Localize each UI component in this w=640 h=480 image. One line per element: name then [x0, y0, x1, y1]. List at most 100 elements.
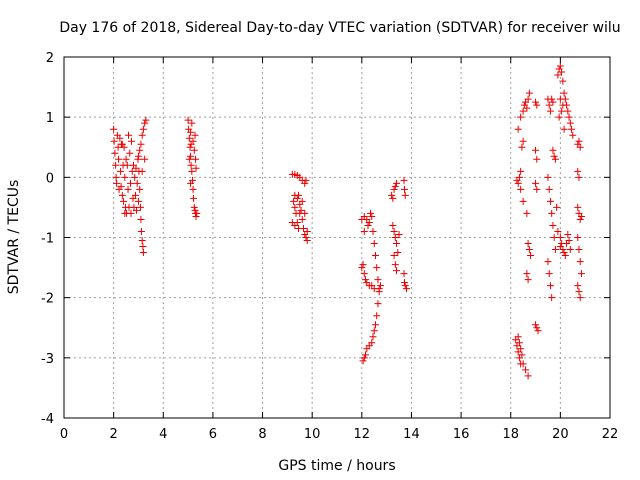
data-point [391, 234, 399, 241]
data-point [301, 179, 309, 187]
data-point [137, 215, 145, 223]
data-point [137, 140, 145, 148]
data-point [190, 203, 198, 211]
data-point [192, 155, 200, 163]
data-point [302, 234, 310, 241]
data-point [523, 209, 531, 217]
data-point [575, 246, 583, 254]
data-point [517, 113, 525, 121]
grid [64, 57, 610, 418]
data-point [549, 146, 557, 154]
data-point [122, 155, 130, 163]
data-point [190, 146, 198, 154]
data-point [558, 107, 566, 115]
data-point [574, 167, 582, 175]
data-point [523, 104, 531, 112]
data-point [116, 134, 124, 142]
data-point [515, 339, 523, 347]
data-point [549, 98, 557, 106]
data-point [524, 372, 532, 380]
data-point [188, 119, 196, 127]
x-tick-label: 2 [109, 427, 117, 442]
data-point [393, 179, 401, 187]
data-point [533, 155, 541, 163]
data-point [374, 300, 382, 308]
data-point [524, 95, 532, 103]
x-tick-label: 16 [453, 427, 470, 442]
data-point [388, 191, 396, 199]
data-point [532, 146, 540, 154]
x-tick-label: 8 [258, 427, 266, 442]
data-point [371, 321, 379, 329]
y-tick-label: -4 [41, 412, 54, 427]
data-point [534, 327, 542, 335]
data-point [191, 131, 199, 139]
data-point [559, 77, 567, 85]
data-point [370, 285, 378, 293]
data-point [296, 209, 304, 217]
data-point [401, 191, 409, 199]
data-point [126, 149, 134, 157]
data-point [369, 227, 377, 235]
data-point [142, 116, 150, 124]
data-point [123, 161, 131, 169]
data-point [568, 125, 576, 133]
data-point [519, 137, 527, 145]
data-point [368, 212, 376, 220]
data-point [545, 101, 553, 109]
data-point [391, 261, 399, 269]
data-point [131, 191, 139, 199]
data-point [193, 209, 201, 217]
data-point [115, 155, 123, 163]
data-point [125, 131, 133, 139]
data-point [564, 230, 572, 238]
data-point [390, 252, 398, 260]
x-tick-label: 18 [502, 427, 519, 442]
data-point [368, 339, 376, 347]
data-point [297, 206, 305, 214]
data-point [400, 176, 408, 184]
data-point [519, 107, 527, 115]
data-point [561, 252, 569, 260]
data-point [514, 179, 522, 187]
data-point [548, 95, 556, 103]
data-point [576, 258, 584, 266]
data-point [554, 71, 562, 79]
data-point [525, 246, 533, 254]
data-point [189, 185, 197, 193]
data-point [524, 240, 532, 248]
data-point [575, 173, 583, 181]
data-point [533, 324, 541, 332]
data-point [554, 227, 562, 235]
data-point [127, 209, 135, 217]
data-point [517, 185, 525, 193]
data-point [134, 152, 142, 160]
y-tick-label: -3 [41, 352, 54, 367]
x-tick-label: 6 [209, 427, 217, 442]
data-point [391, 182, 399, 190]
data-point [400, 270, 408, 278]
data-point [374, 276, 382, 284]
x-tick-label: 12 [354, 427, 371, 442]
data-point [358, 264, 366, 272]
data-point [532, 179, 540, 187]
data-point [514, 125, 522, 133]
data-point [517, 345, 525, 353]
data-point [185, 155, 193, 163]
data-point [360, 270, 368, 278]
data-point [192, 164, 200, 172]
data-point [365, 218, 373, 226]
data-point [138, 131, 146, 139]
data-point [550, 152, 558, 160]
data-point [376, 282, 384, 290]
y-tick-label: 1 [46, 111, 54, 126]
data-point [112, 173, 120, 181]
data-point [187, 128, 195, 136]
data-point [184, 116, 192, 124]
data-point [364, 221, 372, 229]
data-point [131, 173, 139, 181]
chart-title: Day 176 of 2018, Sidereal Day-to-day VTE… [59, 20, 620, 36]
data-point [559, 101, 567, 109]
x-tick-label: 4 [159, 427, 167, 442]
